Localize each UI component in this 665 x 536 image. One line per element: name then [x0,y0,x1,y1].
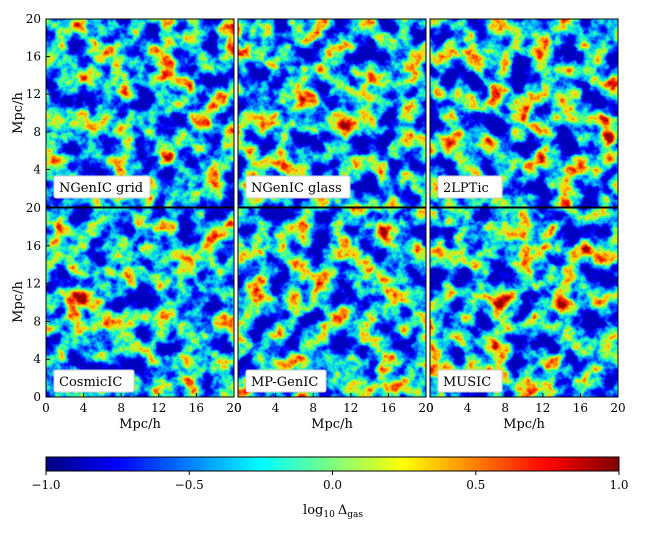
panel-label: NGenIC glass [251,181,342,196]
panel-6: MUSIC [429,207,619,398]
x-axes: 0 4 8 12 16 200 4 8 12 16 200 4 8 12 16 20 [42,393,626,415]
y-axis-title-bottom: Mpc/h [11,281,26,323]
y-tick-label: 20 [26,12,41,26]
colorbar-gradient [45,456,620,472]
x-tick-label: 8 [117,401,125,415]
colorbar-tick-label: 1.0 [609,478,628,492]
colorbar-tick-label: 0.5 [466,478,485,492]
x-tick-label: 12 [343,401,358,415]
panel-label: NGenIC grid [59,181,143,196]
colorbar: −1.0 −0.5 0.0 0.5 1.0 log10 Δgas [31,456,629,520]
x-tick-label: 0 [42,401,50,415]
x-tick-label: 16 [573,401,588,415]
panel-2: NGenIC glass [237,18,427,208]
panel-label-box [437,175,503,199]
y-axis-title-top: Mpc/h [11,92,26,134]
panel-5: MP-GenIC [237,207,427,398]
x-tick-label: 12 [151,401,166,415]
y-tick-label: 4 [33,352,41,366]
y-axes: 4 8 12 16 20 0 4 8 12 16 20 [26,12,50,404]
panel-4: CosmicIC [45,207,235,398]
y-tick-label: 16 [26,239,41,253]
x-tick-label: 0 [426,401,434,415]
x-tick-label: 4 [80,401,88,415]
panel-1: NGenIC grid [45,18,235,208]
panel-label: MUSIC [443,375,491,390]
panel-3: 2LPTic [429,18,619,208]
panel-label-box [53,175,151,199]
panel-label-box [437,369,503,393]
colorbar-tick-label: −0.5 [175,478,204,492]
x-tick-label: 16 [189,401,204,415]
x-tick-label: 8 [501,401,509,415]
y-tick-label: 20 [26,201,41,215]
x-tick-label: 4 [464,401,472,415]
y-tick-label: 0 [33,390,41,404]
y-tick-label: 12 [26,87,41,101]
x-tick-label: 16 [381,401,396,415]
colorbar-label: log10 Δgas [303,503,363,520]
x-tick-label: 20 [418,401,433,415]
panel-label: 2LPTic [443,181,489,196]
panel-label: CosmicIC [59,375,122,390]
y-tick-label: 4 [33,162,41,176]
y-tick-label: 16 [26,50,41,64]
panel-label-box [53,369,135,393]
x-tick-label: 0 [234,401,242,415]
x-tick-label: 20 [226,401,241,415]
colorbar-tick-label: 0.0 [323,478,342,492]
x-tick-label: 12 [535,401,550,415]
x-axis-title-3: Mpc/h [503,417,545,432]
y-tick-label: 8 [33,125,41,139]
colorbar-tick-label: −1.0 [31,478,60,492]
x-tick-label: 8 [309,401,317,415]
panel-label-box [245,175,351,199]
x-axis-title-1: Mpc/h [119,417,161,432]
y-tick-label: 8 [33,314,41,328]
y-tick-label: 12 [26,277,41,291]
x-tick-label: 20 [610,401,625,415]
panel-label: MP-GenIC [251,375,318,390]
x-tick-label: 4 [272,401,280,415]
colorbar-ticks: −1.0 −0.5 0.0 0.5 1.0 [31,471,629,492]
panel-label-box [245,369,327,393]
x-axis-title-2: Mpc/h [311,417,353,432]
